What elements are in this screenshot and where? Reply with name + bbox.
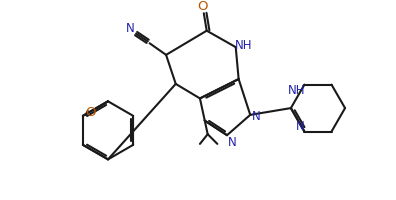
Text: NH: NH — [288, 84, 305, 97]
Text: O: O — [86, 106, 96, 119]
Text: O: O — [198, 0, 208, 13]
Text: NH: NH — [235, 39, 252, 52]
Text: N: N — [252, 110, 261, 123]
Text: N: N — [126, 22, 135, 35]
Text: N: N — [227, 136, 236, 149]
Text: N: N — [296, 120, 305, 133]
